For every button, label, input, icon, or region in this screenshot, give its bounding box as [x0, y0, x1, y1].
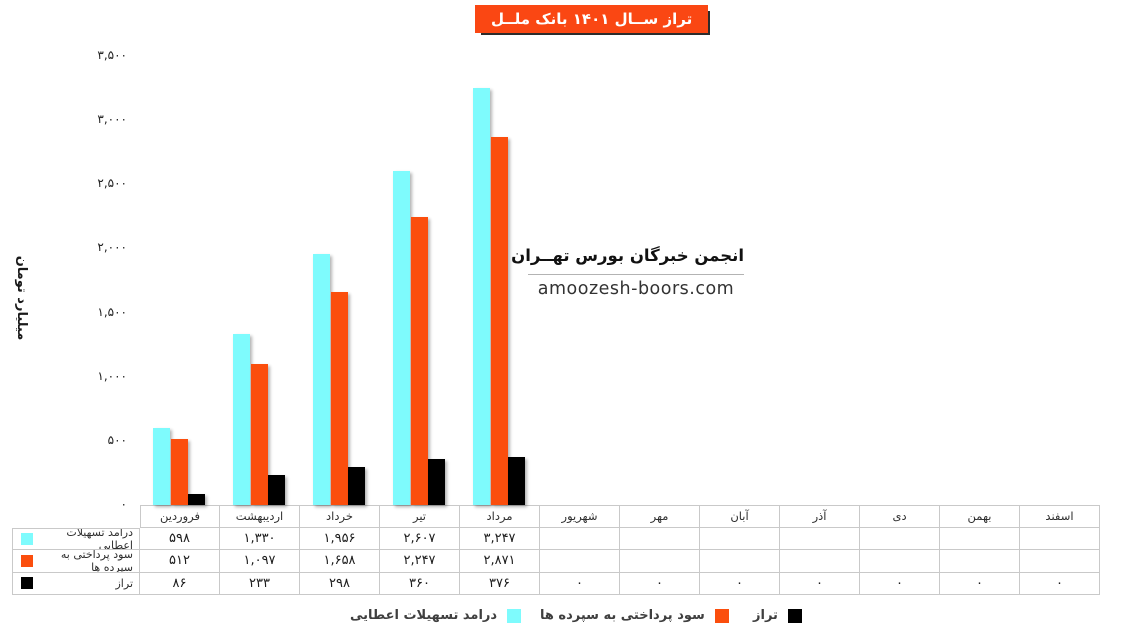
chart-bar: [490, 136, 508, 505]
series-name: تراز: [115, 576, 134, 590]
table-value-cell: ۲,۲۴۷: [380, 550, 460, 573]
table-value-cell: [620, 550, 700, 573]
chart-bar: [473, 88, 490, 505]
watermark-site: amoozesh-boors.com: [537, 279, 735, 299]
table-value-cell: ۲۳۳: [220, 572, 300, 595]
table-value-cell: [940, 527, 1020, 550]
chart-bar: [153, 428, 170, 505]
month-header-cell: بهمن: [940, 505, 1020, 528]
table-value-cell: [940, 550, 1020, 573]
chart-bar: [170, 439, 188, 505]
series-row-label: سود پرداختی به سپرده ها: [12, 550, 140, 573]
y-axis-tick-label: ۳,۵۰۰: [97, 48, 127, 62]
table-value-cell: ۱,۶۵۸: [300, 550, 380, 573]
table-value-cell: [860, 550, 940, 573]
table-value-cell: ۰: [780, 572, 860, 595]
chart-bar: [268, 475, 285, 505]
table-value-cell: ۲,۶۰۷: [380, 527, 460, 550]
legend-color-swatch: [507, 608, 522, 623]
table-value-cell: [700, 527, 780, 550]
watermark-title: انجمن خبرگان بورس تهــران: [511, 246, 744, 265]
series-name: سود پرداختی به سپرده ها: [60, 550, 133, 573]
chart-bar: [233, 334, 250, 505]
legend-item: تراز: [753, 608, 802, 623]
table-value-cell: ۰: [860, 572, 940, 595]
table-value-cell: ۳۷۶: [460, 572, 540, 595]
table-value-cell: [1020, 527, 1100, 550]
y-axis-tick-label: ۲,۰۰۰: [97, 240, 127, 255]
legend-color-swatch: [714, 608, 729, 623]
month-header-cell: شهریور: [540, 505, 620, 528]
chart-bar: [428, 458, 445, 505]
chart-title: تراز ســال ۱۴۰۱ بانک ملــل: [475, 5, 709, 33]
legend-color-swatch: [787, 608, 802, 623]
data-table: فروردین اردیبهشت خرداد تیر مرداد شهریور مهر آبا…: [12, 505, 1100, 595]
chart-bar: [393, 170, 410, 505]
table-value-cell: ۰: [700, 572, 780, 595]
table-value-cell: ۵۱۲: [140, 550, 220, 573]
table-value-cell: ۱,۹۵۶: [300, 527, 380, 550]
table-value-cell: [780, 527, 860, 550]
legend-label: درامد تسهیلات اعطایی: [350, 608, 498, 623]
chart-bar: [313, 254, 330, 505]
month-header-cell: اردیبهشت: [220, 505, 300, 528]
chart-bar: [330, 292, 348, 505]
table-value-cell: ۰: [620, 572, 700, 595]
chart-bar: [188, 493, 205, 505]
table-value-cell: [620, 527, 700, 550]
chart-bar: [410, 216, 428, 505]
legend-label: تراز: [753, 608, 778, 623]
y-axis-tick-label: ۳,۰۰۰: [97, 112, 127, 127]
chart-bar: [250, 364, 268, 505]
table-value-cell: [860, 527, 940, 550]
legend-label: سود پرداختی به سپرده ها: [540, 608, 705, 623]
y-axis-tick-label: ۵۰۰: [107, 432, 127, 447]
month-header-cell: دی: [860, 505, 940, 528]
series-color-swatch: [21, 554, 33, 567]
month-header-cell: اسفند: [1020, 505, 1100, 528]
table-value-cell: ۱,۰۹۷: [220, 550, 300, 573]
y-axis-tick-label: ۱,۰۰۰: [97, 368, 127, 383]
table-value-cell: [700, 550, 780, 573]
table-value-cell: ۳,۲۴۷: [460, 527, 540, 550]
chart-bar: [508, 456, 525, 505]
table-value-cell: ۰: [1020, 572, 1100, 595]
watermark-divider: [528, 274, 744, 275]
table-value-cell: ۳۶۰: [380, 572, 460, 595]
y-axis-title: میلیارد تومان: [14, 255, 29, 341]
y-axis-tick-label: ۲,۵۰۰: [97, 176, 127, 191]
series-row-label: درامد تسهیلات اعطایی: [12, 527, 140, 550]
legend-item: درامد تسهیلات اعطایی: [350, 608, 522, 623]
watermark: انجمن خبرگان بورس تهــران amoozesh-boors…: [511, 246, 744, 299]
y-axis-tick-label: ۱,۵۰۰: [97, 304, 127, 319]
table-value-cell: ۰: [940, 572, 1020, 595]
month-header-cell: آبان: [700, 505, 780, 528]
table-value-cell: [1020, 550, 1100, 573]
table-value-cell: ۲,۸۷۱: [460, 550, 540, 573]
y-axis-tick-label: ۰: [120, 497, 127, 511]
legend-item: سود پرداختی به سپرده ها: [540, 608, 729, 623]
series-row-label: تراز: [12, 572, 140, 595]
month-header-cell: تیر: [380, 505, 460, 528]
month-header-cell: فروردین: [140, 505, 220, 528]
table-value-cell: ۲۹۸: [300, 572, 380, 595]
month-header-cell: خرداد: [300, 505, 380, 528]
series-color-swatch: [21, 577, 33, 590]
table-value-cell: ۵۹۸: [140, 527, 220, 550]
month-header-cell: مهر: [620, 505, 700, 528]
series-color-swatch: [21, 532, 33, 545]
table-value-cell: [780, 550, 860, 573]
month-header-cell: آذر: [780, 505, 860, 528]
month-header-cell: مرداد: [460, 505, 540, 528]
table-value-cell: [540, 527, 620, 550]
table-value-cell: ۸۶: [140, 572, 220, 595]
series-name: درامد تسهیلات اعطایی: [66, 527, 133, 550]
table-value-cell: ۱,۳۳۰: [220, 527, 300, 550]
chart-bar: [348, 466, 365, 505]
table-value-cell: ۰: [540, 572, 620, 595]
table-value-cell: [540, 550, 620, 573]
